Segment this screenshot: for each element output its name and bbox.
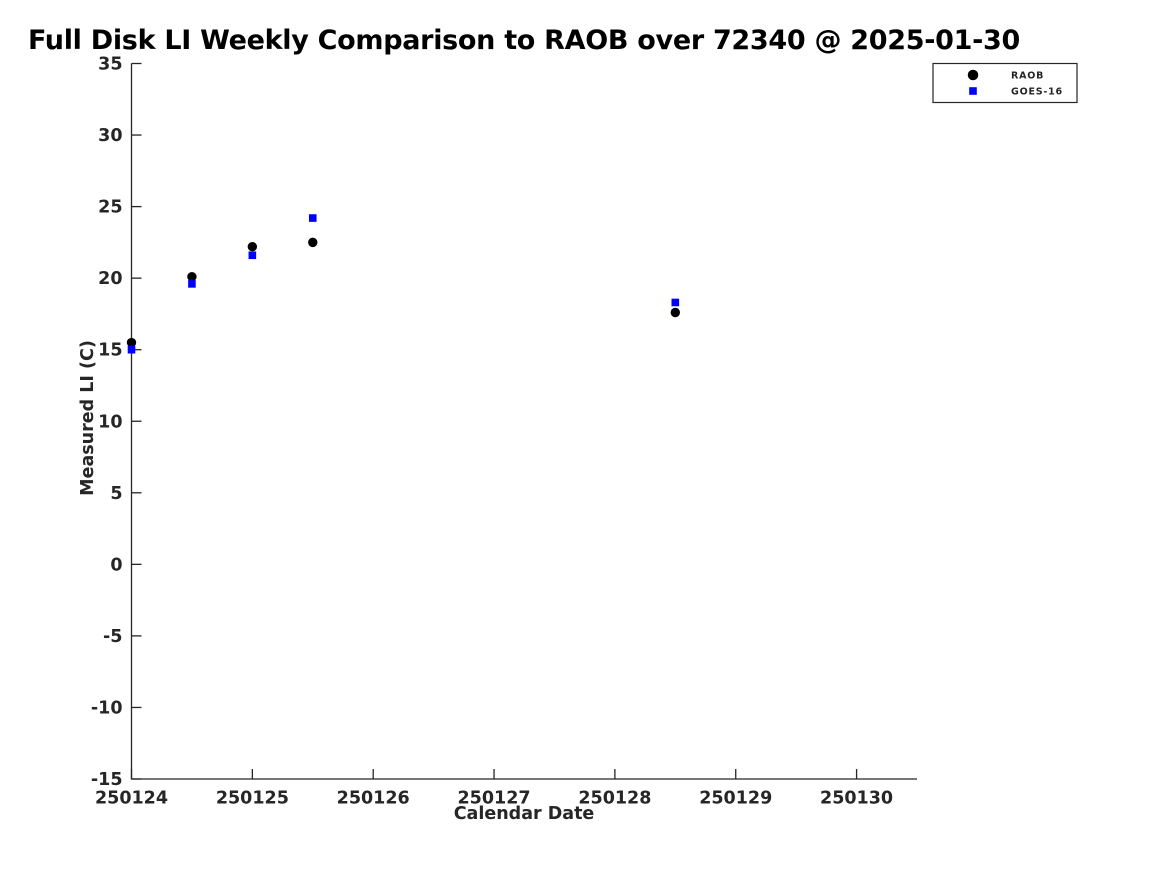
goes-16-data-point [188, 280, 196, 288]
y-tick-label: 25 [98, 198, 122, 218]
x-axis-label: Calendar Date [453, 804, 595, 824]
raob-data-point [308, 237, 318, 248]
x-tick-label: 250129 [699, 789, 772, 809]
y-tick-label: -15 [91, 770, 123, 790]
x-tick-label: 250127 [458, 789, 531, 809]
legend-label: RAOB [1011, 71, 1044, 82]
y-tick-label: 15 [98, 341, 122, 361]
legend-goes-16-marker-icon [969, 87, 977, 95]
y-tick-label: 5 [110, 484, 122, 504]
raob-data-point [247, 241, 258, 252]
y-tick-label: -10 [91, 698, 123, 718]
legend-box [932, 62, 1078, 104]
goes-16-data-point [127, 345, 136, 354]
chart-title: Full Disk LI Weekly Comparison to RAOB o… [28, 25, 1020, 56]
raob-data-point [187, 272, 197, 282]
raob-data-point [126, 337, 137, 348]
legend-raob-marker-icon [967, 69, 979, 81]
x-tick-label: 250130 [820, 789, 893, 809]
y-tick-label: -5 [103, 627, 122, 647]
x-tick-label: 250124 [95, 789, 168, 809]
legend-label: GOES-16 [1011, 87, 1063, 98]
raob-data-point [670, 307, 681, 318]
x-tick-label: 250128 [578, 789, 651, 809]
y-tick-label: 30 [98, 126, 122, 146]
y-tick-label: 10 [98, 412, 122, 432]
axes-spines [130, 63, 917, 780]
goes-16-data-point [248, 251, 257, 260]
goes-16-data-point [671, 298, 680, 307]
y-tick-label: 35 [98, 55, 122, 75]
x-tick-label: 250125 [216, 789, 289, 809]
y-axis-label: Measured LI (C) [78, 340, 98, 496]
goes-16-data-point [308, 214, 317, 222]
y-tick-label: 20 [98, 269, 122, 289]
y-tick-label: 0 [110, 555, 122, 575]
x-tick-label: 250126 [337, 789, 410, 809]
